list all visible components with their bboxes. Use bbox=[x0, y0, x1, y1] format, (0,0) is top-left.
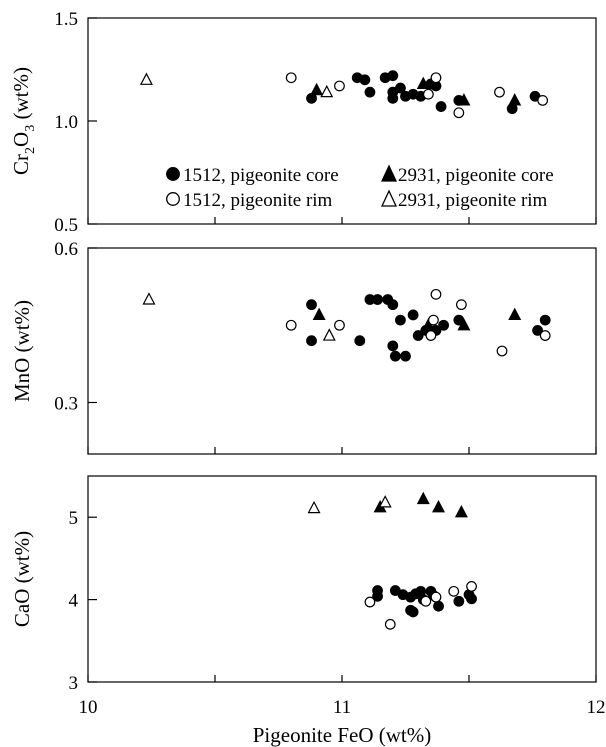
y-tick-label: 0.6 bbox=[54, 239, 78, 260]
panel-mno: 0.3 0.6 MnO (wt%) bbox=[10, 239, 597, 455]
mno-axis-label: MnO (wt%) bbox=[10, 300, 34, 402]
point-1512-pigeonite-core bbox=[387, 92, 399, 104]
panel-cr2o3: 0.5 1.0 1.5 Cr2O3 (wt%) 1512, pigeonite co… bbox=[9, 9, 597, 236]
point-2931-pigeonite-rim bbox=[378, 495, 392, 508]
point-1512-pigeonite-core bbox=[435, 101, 447, 112]
panel-cao: 3 4 5 CaO (wt%) 10 11 12 Pigeonite FeO (wt%) bbox=[10, 475, 606, 747]
point-2931-pigeonite-rim bbox=[322, 328, 336, 341]
point-1512-pigeonite-rim bbox=[430, 72, 442, 84]
panel-cao-frame bbox=[87, 475, 597, 683]
point-2931-pigeonite-rim bbox=[307, 500, 321, 514]
point-2931-pigeonite-rim bbox=[139, 72, 153, 85]
point-1512-pigeonite-rim bbox=[539, 330, 551, 341]
point-1512-pigeonite-core bbox=[372, 294, 383, 305]
panel-mno-points bbox=[142, 288, 551, 362]
point-2931-pigeonite-core bbox=[312, 307, 326, 321]
point-1512-pigeonite-rim bbox=[420, 595, 432, 607]
legend-marker-1512-core bbox=[166, 167, 180, 181]
legend-marker-2931-rim bbox=[380, 189, 398, 207]
panel-cr2o3-ticks: 0.5 1.0 1.5 bbox=[54, 9, 597, 236]
point-1512-pigeonite-core bbox=[395, 82, 406, 94]
x-axis-label: Pigeonite FeO (wt%) bbox=[253, 723, 431, 747]
legend-label-1512-core: 1512, pigeonite core bbox=[183, 165, 339, 186]
legend-marker-1512-rim bbox=[166, 192, 180, 206]
x-axis-ticks: 10 11 12 bbox=[79, 697, 606, 718]
point-1512-pigeonite-rim bbox=[430, 591, 442, 603]
x-tick-label: 10 bbox=[79, 697, 98, 718]
point-1512-pigeonite-rim bbox=[384, 618, 396, 630]
point-1512-pigeonite-core bbox=[407, 606, 419, 618]
y-tick-label: 3 bbox=[69, 673, 79, 694]
point-1512-pigeonite-core bbox=[359, 74, 371, 86]
y-tick-label: 0.3 bbox=[54, 394, 78, 415]
y-tick-label: 5 bbox=[69, 508, 79, 529]
point-1512-pigeonite-rim bbox=[334, 319, 345, 331]
point-2931-pigeonite-core bbox=[416, 76, 430, 90]
point-1512-pigeonite-core bbox=[400, 350, 411, 362]
point-1512-pigeonite-rim bbox=[285, 319, 297, 331]
point-1512-pigeonite-core bbox=[532, 325, 543, 336]
point-1512-pigeonite-rim bbox=[494, 86, 505, 98]
y-tick-label: 4 bbox=[69, 591, 79, 612]
cao-axis-label: CaO (wt%) bbox=[10, 531, 34, 627]
point-1512-pigeonite-rim bbox=[364, 596, 376, 608]
y-tick-label: 1.5 bbox=[54, 9, 78, 30]
point-1512-pigeonite-rim bbox=[430, 288, 442, 300]
point-1512-pigeonite-core bbox=[306, 335, 317, 347]
panel-cao-points bbox=[307, 491, 477, 630]
point-2931-pigeonite-rim bbox=[142, 292, 156, 305]
cr2o3-axis-label: Cr2O3 (wt%) bbox=[9, 67, 38, 175]
point-1512-pigeonite-rim bbox=[428, 314, 439, 326]
legend-label-1512-rim: 1512, pigeonite rim bbox=[183, 190, 333, 211]
point-1512-pigeonite-core bbox=[539, 314, 551, 326]
y-tick-label: 0.5 bbox=[54, 215, 78, 236]
point-2931-pigeonite-core bbox=[416, 491, 430, 505]
point-1512-pigeonite-core bbox=[466, 593, 477, 605]
point-2931-pigeonite-core bbox=[454, 504, 468, 518]
point-1512-pigeonite-rim bbox=[496, 345, 508, 357]
point-1512-pigeonite-core bbox=[387, 70, 399, 82]
point-1512-pigeonite-core bbox=[389, 350, 401, 362]
x-tick-label: 12 bbox=[587, 697, 606, 718]
point-1512-pigeonite-core bbox=[387, 340, 399, 352]
panel-cao-ticks: 3 4 5 bbox=[69, 508, 597, 694]
point-2931-pigeonite-core bbox=[310, 82, 324, 96]
panel-cr2o3-points bbox=[139, 70, 549, 119]
point-1512-pigeonite-rim bbox=[285, 72, 297, 84]
panel-mno-frame bbox=[87, 247, 597, 455]
point-1512-pigeonite-rim bbox=[537, 94, 549, 106]
point-1512-pigeonite-core bbox=[412, 330, 424, 341]
point-1512-pigeonite-rim bbox=[455, 299, 467, 311]
y-tick-label: 1.0 bbox=[54, 112, 78, 133]
legend-label-2931-rim: 2931, pigeonite rim bbox=[398, 190, 548, 211]
point-2931-pigeonite-core bbox=[457, 317, 471, 331]
point-1512-pigeonite-core bbox=[433, 600, 444, 612]
point-1512-pigeonite-core bbox=[306, 299, 317, 311]
point-1512-pigeonite-core bbox=[407, 309, 419, 321]
point-2931-pigeonite-rim bbox=[320, 84, 334, 98]
point-2931-pigeonite-core bbox=[508, 307, 522, 321]
point-1512-pigeonite-core bbox=[372, 590, 383, 602]
point-2931-pigeonite-core bbox=[508, 93, 522, 106]
point-1512-pigeonite-core bbox=[387, 299, 399, 311]
point-1512-pigeonite-core bbox=[354, 335, 366, 347]
point-1512-pigeonite-rim bbox=[448, 585, 460, 597]
point-1512-pigeonite-rim bbox=[334, 80, 345, 92]
point-1512-pigeonite-rim bbox=[422, 88, 434, 100]
legend-marker-2931-core bbox=[380, 164, 398, 182]
point-2931-pigeonite-core bbox=[457, 93, 471, 106]
x-tick-label: 11 bbox=[333, 697, 351, 718]
point-1512-pigeonite-rim bbox=[466, 581, 477, 592]
point-1512-pigeonite-rim bbox=[453, 107, 465, 119]
point-2931-pigeonite-core bbox=[432, 500, 446, 513]
panel-mno-ticks: 0.3 0.6 bbox=[54, 239, 597, 454]
point-1512-pigeonite-core bbox=[453, 595, 465, 607]
point-1512-pigeonite-core bbox=[364, 86, 376, 98]
point-1512-pigeonite-core bbox=[395, 314, 406, 326]
point-1512-pigeonite-core bbox=[438, 319, 450, 331]
legend: 1512, pigeonite core 2931, pigeonite cor… bbox=[166, 164, 554, 211]
point-1512-pigeonite-rim bbox=[425, 330, 437, 341]
legend-label-2931-core: 2931, pigeonite core bbox=[398, 165, 554, 186]
